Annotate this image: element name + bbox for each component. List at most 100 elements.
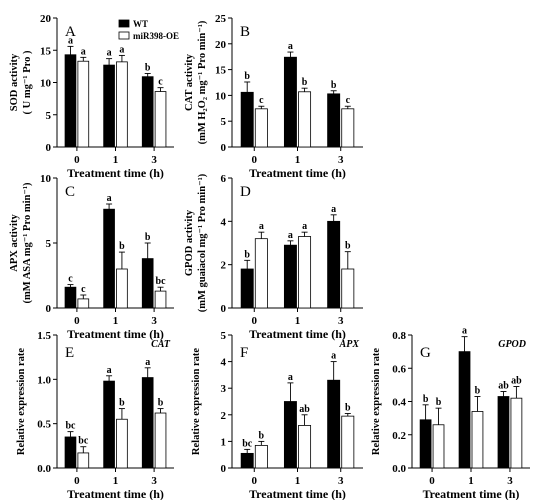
bar-oe (298, 236, 312, 309)
bar-wt (64, 54, 77, 148)
y-tick-label: 1.5 (37, 330, 51, 342)
y-axis-title: (mM guaiacol mg⁻¹ Pro min⁻¹) (197, 173, 208, 312)
significance-letter: b (145, 62, 151, 73)
panel-letter: A (65, 24, 76, 40)
panel-letter: G (420, 345, 431, 361)
x-axis-title: Treatment time (h) (249, 327, 346, 341)
bar-wt (327, 379, 341, 469)
bar-wt (240, 268, 254, 309)
bar-oe (77, 60, 90, 148)
x-tick-label: 3 (338, 475, 344, 487)
x-tick-label: 0 (252, 315, 258, 327)
gene-label: APX (339, 339, 360, 350)
bar-oe (254, 238, 268, 309)
y-tick-label: 4 (221, 216, 227, 228)
bar-oe (341, 268, 355, 309)
bar-oe (341, 108, 355, 148)
x-tick-label: 1 (295, 475, 301, 487)
bar-wt (458, 351, 471, 469)
bar-wt (103, 64, 115, 148)
bar-oe (77, 452, 90, 469)
y-tick-label: 15 (215, 65, 227, 77)
significance-letter: a (107, 48, 112, 59)
x-tick-label: 3 (338, 154, 344, 166)
bar-oe (298, 91, 312, 148)
significance-letter: b (259, 430, 265, 441)
significance-letter: b (436, 397, 442, 408)
y-tick-label: 0 (46, 303, 52, 315)
significance-letter: a (259, 221, 264, 232)
bar-oe (341, 415, 355, 469)
y-tick-label: 1.0 (37, 374, 51, 386)
x-tick-label: 0 (74, 154, 80, 166)
x-tick-label: 1 (113, 154, 119, 166)
bar-wt (141, 76, 154, 148)
significance-letter: b (423, 394, 429, 405)
legend-swatch-oe (118, 31, 130, 40)
bar-wt (497, 396, 510, 469)
significance-letter: b (244, 71, 250, 82)
significance-letter: a (288, 230, 293, 241)
y-axis-title: Relative expression rate (371, 348, 382, 455)
x-tick-label: 3 (151, 154, 157, 166)
x-tick-label: 3 (151, 475, 157, 487)
bar-oe (116, 268, 128, 309)
bar-oe (254, 444, 268, 469)
y-tick-label: 2 (221, 410, 227, 422)
significance-letter: a (288, 41, 293, 52)
bar-oe (154, 290, 167, 309)
significance-letter: b (119, 241, 125, 252)
significance-letter: a (331, 204, 336, 215)
bar-oe (116, 418, 128, 469)
panel-letter: C (65, 184, 75, 200)
x-tick-label: 0 (252, 475, 258, 487)
significance-letter: b (244, 249, 250, 260)
bar-wt (283, 401, 297, 469)
significance-letter: b (119, 398, 125, 409)
y-tick-label: 0.5 (37, 419, 51, 431)
y-tick-label: 10 (40, 173, 52, 185)
x-axis-title: Treatment time (h) (423, 487, 520, 500)
x-tick-label: 0 (74, 475, 80, 487)
y-tick-label: 0.6 (392, 363, 406, 375)
bar-oe (432, 424, 445, 469)
panel-letter: D (240, 184, 251, 200)
y-tick-label: 2 (221, 260, 227, 272)
y-tick-label: 5 (221, 330, 227, 342)
significance-letter: a (107, 365, 112, 376)
x-tick-label: 1 (113, 475, 119, 487)
y-tick-label: 0.2 (392, 430, 406, 442)
bar-wt (327, 220, 341, 309)
significance-letter: b (345, 402, 351, 413)
gene-label: GPOD (498, 339, 526, 350)
gene-label: CAT (151, 339, 171, 350)
y-tick-label: 0.8 (392, 330, 406, 342)
significance-letter: a (68, 35, 73, 46)
y-axis-title: GPOD activity (184, 209, 195, 276)
significance-letter: a (462, 326, 467, 337)
y-axis-title: (mM H₂O₂ mg⁻¹ Pro min⁻¹) (197, 20, 208, 144)
x-tick-label: 3 (338, 315, 344, 327)
y-tick-label: 4 (221, 357, 227, 369)
significance-letter: b (158, 398, 164, 409)
bar-oe (77, 298, 90, 309)
significance-letter: a (331, 351, 336, 362)
significance-letter: a (145, 357, 150, 368)
bar-wt (103, 208, 115, 309)
y-tick-label: 0.4 (392, 397, 406, 409)
bar-wt (103, 380, 115, 469)
significance-letter: b (331, 80, 337, 91)
y-axis-title: (mM ASA mg⁻¹ Pro min⁻¹) (22, 182, 33, 304)
y-tick-label: 5 (221, 116, 227, 128)
y-tick-label: 3 (221, 383, 227, 395)
x-axis-title: Treatment time (h) (249, 487, 346, 500)
y-tick-label: 20 (40, 13, 52, 25)
y-tick-label: 5 (46, 238, 52, 250)
significance-letter: a (288, 372, 293, 383)
